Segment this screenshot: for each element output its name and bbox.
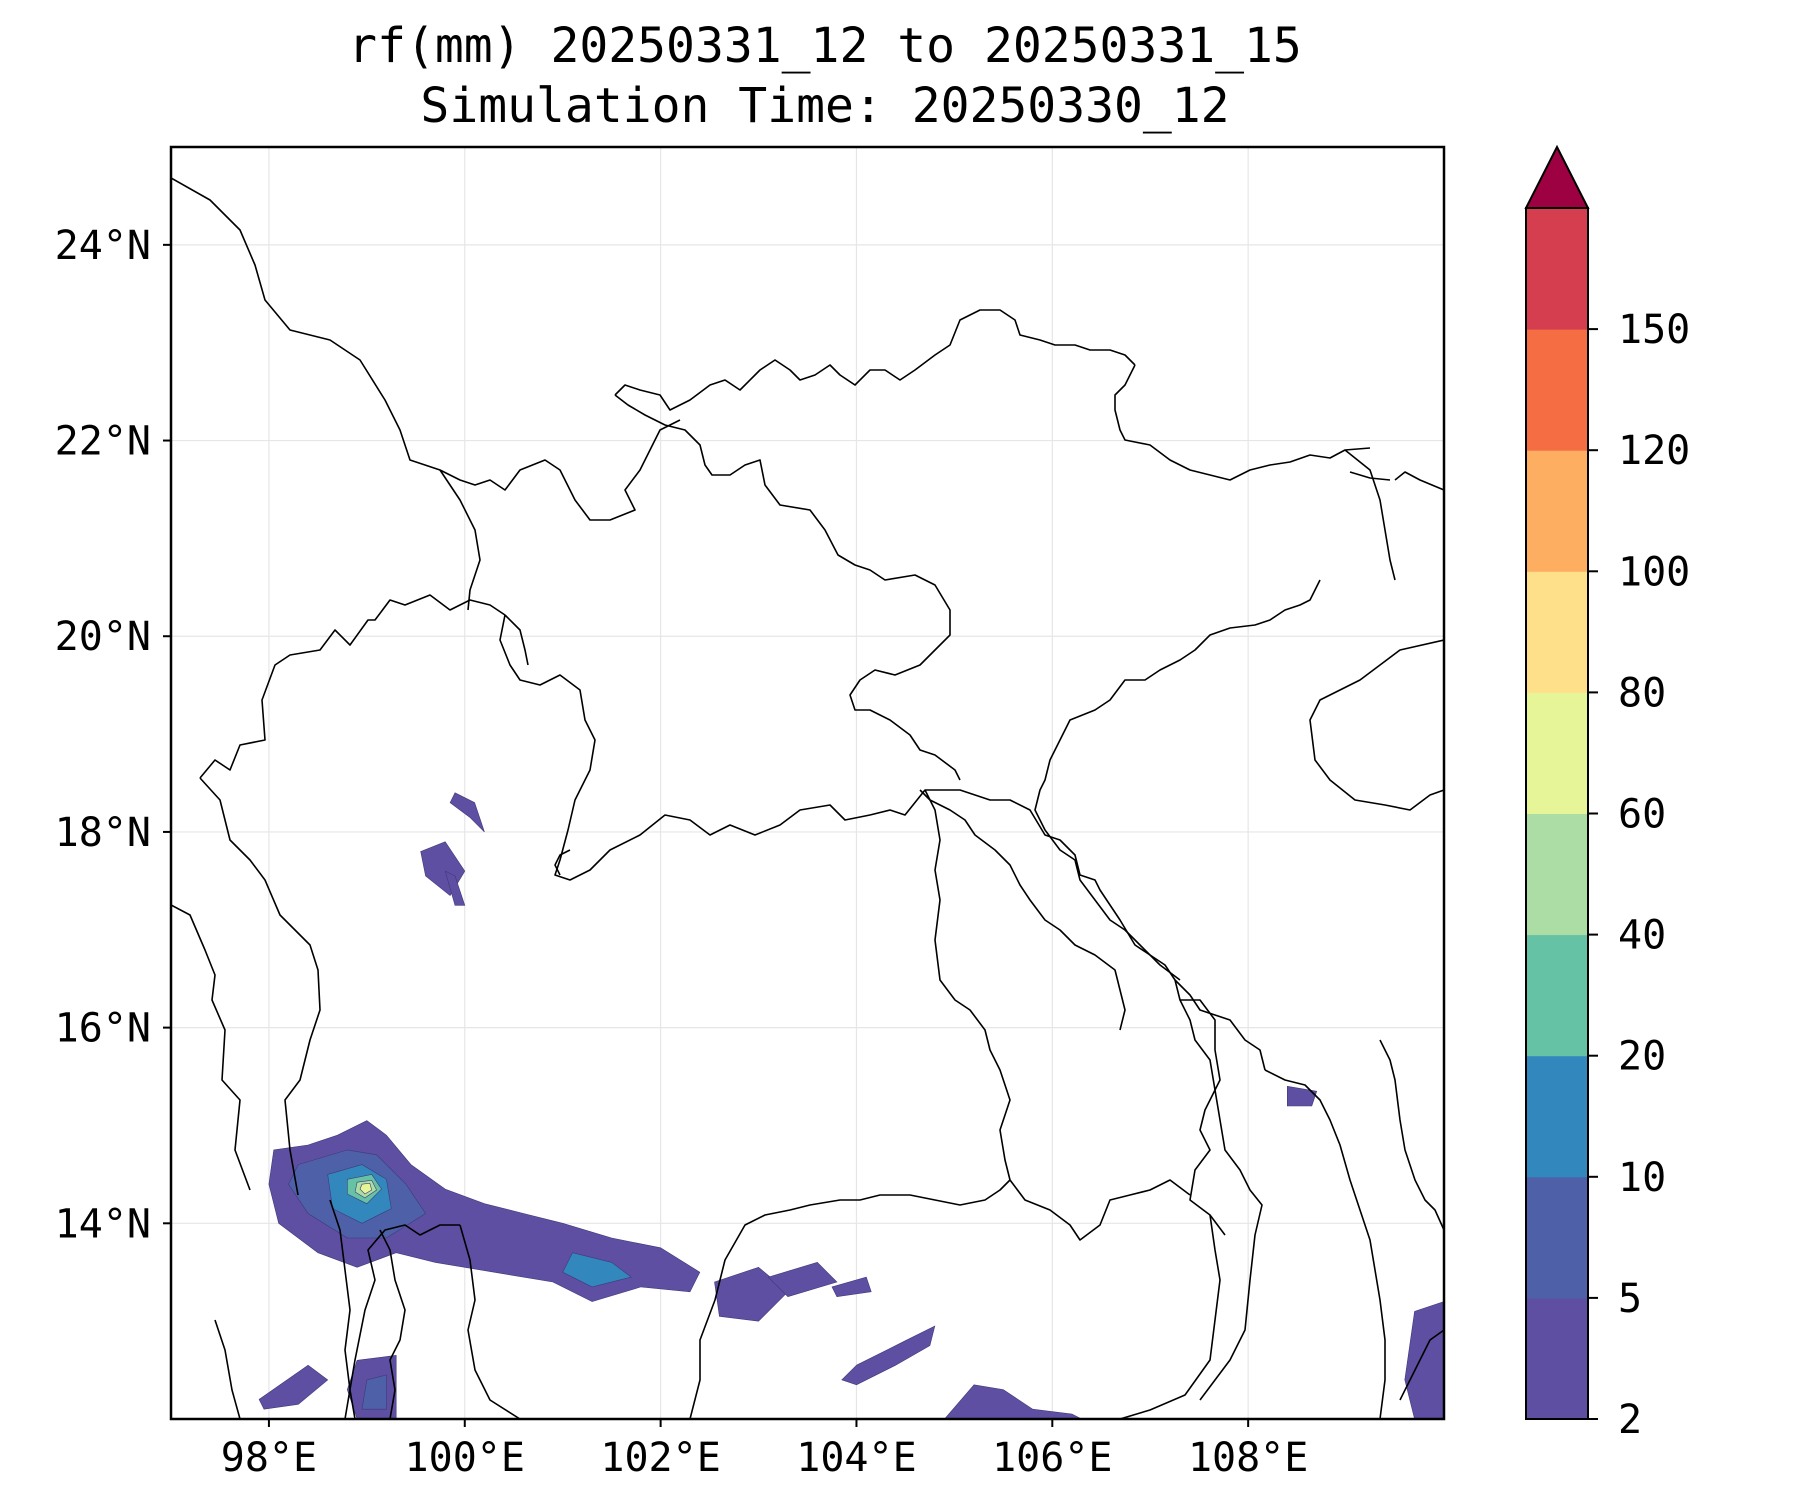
map-title-line1: rf(mm) 20250331_12 to 20250331_15 bbox=[348, 18, 1302, 74]
border-line bbox=[1264, 1069, 1386, 1419]
border-line bbox=[439, 469, 481, 611]
colorbar-tick-label: 80 bbox=[1618, 670, 1666, 716]
border-line bbox=[214, 1319, 241, 1419]
map-title-line2: Simulation Time: 20250330_12 bbox=[420, 78, 1230, 134]
border-line bbox=[614, 309, 1136, 411]
colorbar-segment bbox=[1526, 813, 1588, 936]
border-line bbox=[171, 904, 251, 1191]
border-line bbox=[459, 1224, 521, 1419]
rain-patch bbox=[767, 1262, 838, 1298]
rain-patch bbox=[944, 1384, 1082, 1419]
country-borders bbox=[171, 177, 1444, 1419]
border-line bbox=[379, 1229, 406, 1419]
colorbar-segment bbox=[1526, 1055, 1588, 1178]
colorbar-tick-label: 40 bbox=[1618, 913, 1666, 959]
map-axes: 98°E 100°E 102°E 104°E 106°E 108°E 24°N 22°N 20°… bbox=[55, 223, 1309, 1481]
border-line bbox=[614, 394, 961, 781]
colorbar: 2 5 10 20 40 60 80 100 120 150 bbox=[1524, 144, 1690, 1443]
lon-tick-label: 102°E bbox=[600, 1435, 720, 1481]
rain-patch bbox=[361, 1374, 387, 1410]
border-line bbox=[1180, 999, 1226, 1236]
border-line bbox=[924, 789, 1011, 1181]
lon-tick-label: 104°E bbox=[796, 1435, 916, 1481]
lat-tick-label: 20°N bbox=[55, 614, 151, 660]
colorbar-tick-label: 120 bbox=[1618, 428, 1690, 474]
colorbar-tick-label: 2 bbox=[1618, 1397, 1642, 1443]
colorbar-tick-label: 20 bbox=[1618, 1034, 1666, 1080]
border-line bbox=[499, 614, 871, 881]
rain-patch bbox=[562, 1252, 632, 1288]
colorbar-extend-arrow bbox=[1524, 144, 1590, 209]
colorbar-tick-label: 10 bbox=[1618, 1155, 1666, 1201]
border-line bbox=[1119, 1214, 1221, 1419]
lon-tick-label: 106°E bbox=[992, 1435, 1112, 1481]
border-line bbox=[1399, 1329, 1444, 1401]
border-line bbox=[554, 849, 571, 876]
border-line bbox=[1394, 471, 1444, 491]
border-line bbox=[1379, 1039, 1444, 1231]
colorbar-tick-label: 60 bbox=[1618, 792, 1666, 838]
rain-patch bbox=[444, 870, 466, 906]
lat-tick-label: 14°N bbox=[55, 1201, 151, 1247]
rain-patch bbox=[258, 1364, 329, 1410]
rain-patch bbox=[841, 1325, 936, 1386]
lat-tick-label: 22°N bbox=[55, 419, 151, 465]
lat-tick-label: 18°N bbox=[55, 810, 151, 856]
border-line bbox=[869, 789, 1176, 981]
border-line bbox=[329, 1199, 356, 1419]
colorbar-tick-label: 150 bbox=[1618, 307, 1690, 353]
lat-tick-label: 16°N bbox=[55, 1006, 151, 1052]
colorbar-segment bbox=[1526, 934, 1588, 1057]
colorbar-tick-label: 100 bbox=[1618, 549, 1690, 595]
colorbar-segment bbox=[1526, 450, 1588, 572]
lon-tick-label: 98°E bbox=[221, 1435, 317, 1481]
colorbar-segment bbox=[1526, 692, 1588, 814]
border-line bbox=[1034, 579, 1321, 981]
border-line bbox=[1174, 979, 1266, 1071]
rain-patch bbox=[714, 1266, 789, 1322]
lon-tick-label: 108°E bbox=[1188, 1435, 1308, 1481]
border-line bbox=[1114, 364, 1371, 481]
colorbar-segment bbox=[1526, 1176, 1588, 1299]
rain-patch bbox=[831, 1276, 872, 1298]
border-line bbox=[1344, 449, 1396, 581]
border-line bbox=[199, 594, 506, 779]
border-line bbox=[344, 1224, 460, 1419]
rain-patch bbox=[1287, 1085, 1318, 1107]
border-line bbox=[689, 1179, 1011, 1419]
border-line bbox=[171, 177, 681, 521]
border-line bbox=[199, 777, 321, 1196]
rain-patch bbox=[359, 1182, 373, 1195]
border-line bbox=[1009, 1179, 1191, 1241]
border-line bbox=[919, 789, 1126, 1031]
gridlines bbox=[171, 147, 1444, 1419]
lat-tick-label: 24°N bbox=[55, 223, 151, 269]
rain-patch bbox=[1404, 1301, 1444, 1419]
rainfall-contours bbox=[258, 792, 1444, 1419]
border-line bbox=[504, 614, 529, 666]
lon-tick-label: 100°E bbox=[405, 1435, 525, 1481]
colorbar-segment bbox=[1526, 329, 1588, 451]
border-line bbox=[1309, 639, 1444, 811]
colorbar-segment bbox=[1526, 208, 1588, 330]
border-line bbox=[1174, 979, 1263, 1401]
rain-patch bbox=[449, 792, 485, 833]
colorbar-tick-label: 5 bbox=[1618, 1276, 1642, 1322]
map-frame bbox=[169, 145, 1446, 1421]
colorbar-segment bbox=[1526, 1297, 1588, 1420]
colorbar-segment bbox=[1526, 571, 1588, 693]
border-line bbox=[1349, 471, 1391, 481]
